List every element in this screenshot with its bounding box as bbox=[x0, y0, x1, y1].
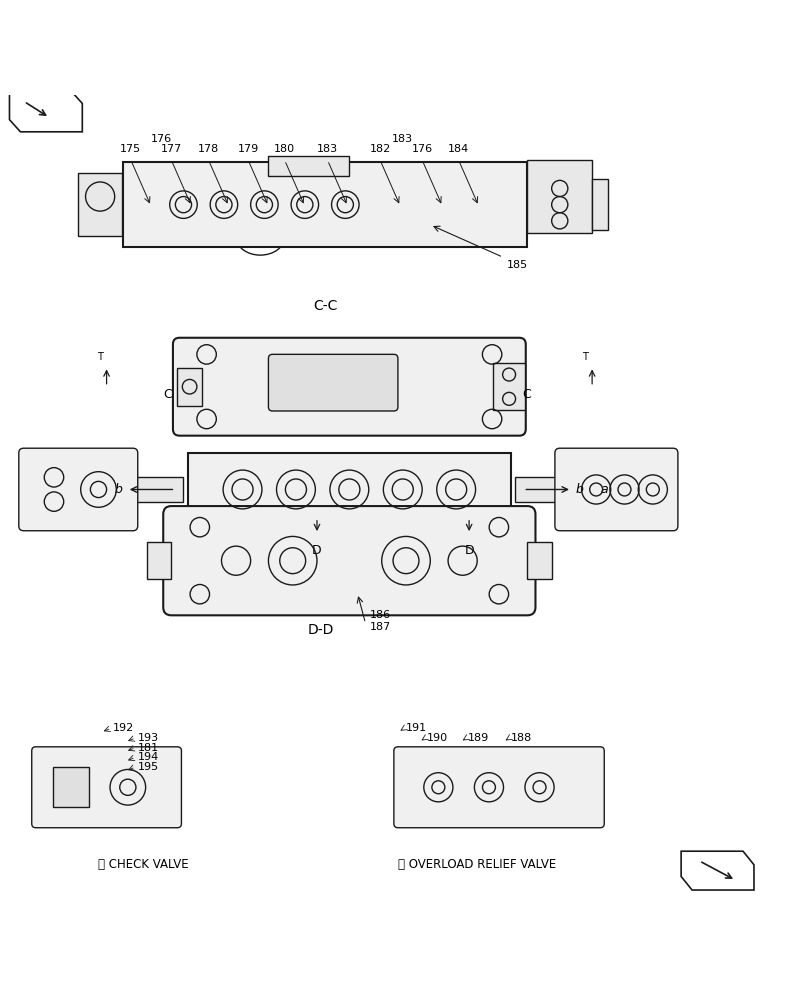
FancyBboxPatch shape bbox=[163, 506, 534, 615]
Text: 178: 178 bbox=[198, 144, 219, 154]
Bar bbox=[147, 542, 171, 579]
Text: 194: 194 bbox=[137, 752, 158, 762]
Text: 186: 186 bbox=[369, 610, 390, 620]
Bar bbox=[178, 368, 201, 406]
FancyBboxPatch shape bbox=[268, 354, 397, 411]
Text: 189: 189 bbox=[468, 733, 489, 743]
FancyBboxPatch shape bbox=[173, 338, 525, 436]
Bar bbox=[515, 477, 571, 502]
Bar bbox=[492, 363, 525, 410]
Text: 191: 191 bbox=[406, 723, 427, 733]
Bar bbox=[78, 173, 122, 236]
Text: 187: 187 bbox=[369, 622, 390, 632]
Polygon shape bbox=[680, 851, 753, 890]
Bar bbox=[526, 160, 591, 233]
Text: D: D bbox=[464, 544, 474, 557]
Text: C: C bbox=[163, 388, 171, 401]
FancyBboxPatch shape bbox=[393, 747, 603, 828]
Bar bbox=[268, 156, 349, 176]
Bar bbox=[526, 542, 551, 579]
Text: C: C bbox=[521, 388, 530, 401]
Polygon shape bbox=[10, 91, 82, 132]
Text: 193: 193 bbox=[137, 733, 158, 743]
Text: D-D: D-D bbox=[307, 623, 334, 637]
Text: D: D bbox=[311, 544, 321, 557]
Text: a: a bbox=[599, 483, 607, 496]
Text: 185: 185 bbox=[507, 260, 528, 270]
FancyBboxPatch shape bbox=[554, 448, 677, 531]
Bar bbox=[127, 477, 183, 502]
Text: 180: 180 bbox=[274, 144, 295, 154]
Text: 195: 195 bbox=[137, 762, 158, 772]
Text: C-C: C-C bbox=[312, 299, 337, 313]
Text: T: T bbox=[581, 352, 587, 362]
Bar bbox=[187, 453, 511, 526]
Text: 183: 183 bbox=[391, 134, 412, 144]
Text: b: b bbox=[575, 483, 583, 496]
Text: T: T bbox=[97, 352, 103, 362]
Text: 179: 179 bbox=[238, 144, 259, 154]
Text: 176: 176 bbox=[411, 144, 432, 154]
Text: 181: 181 bbox=[137, 743, 158, 753]
FancyBboxPatch shape bbox=[32, 747, 181, 828]
Text: 190: 190 bbox=[427, 733, 448, 743]
Text: ⓐ CHECK VALVE: ⓐ CHECK VALVE bbox=[98, 858, 189, 871]
Bar bbox=[54, 767, 88, 807]
FancyBboxPatch shape bbox=[19, 448, 138, 531]
Text: 183: 183 bbox=[316, 144, 337, 154]
Bar bbox=[591, 179, 607, 230]
Text: 177: 177 bbox=[161, 144, 182, 154]
Text: ⓑ OVERLOAD RELIEF VALVE: ⓑ OVERLOAD RELIEF VALVE bbox=[397, 858, 556, 871]
Text: b: b bbox=[114, 483, 122, 496]
Bar bbox=[122, 162, 526, 247]
Text: 192: 192 bbox=[113, 723, 134, 733]
Text: 188: 188 bbox=[511, 733, 532, 743]
Text: 175: 175 bbox=[120, 144, 141, 154]
Text: 182: 182 bbox=[369, 144, 390, 154]
Text: 184: 184 bbox=[448, 144, 469, 154]
Text: 176: 176 bbox=[151, 134, 172, 144]
